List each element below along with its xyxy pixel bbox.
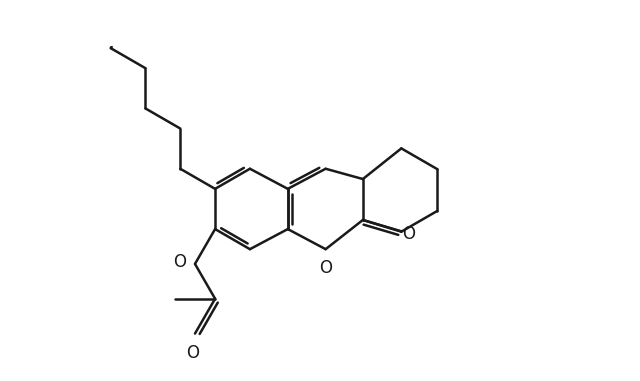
Text: O: O bbox=[186, 344, 199, 362]
Text: O: O bbox=[402, 225, 415, 243]
Text: O: O bbox=[319, 259, 332, 277]
Text: O: O bbox=[173, 253, 186, 271]
